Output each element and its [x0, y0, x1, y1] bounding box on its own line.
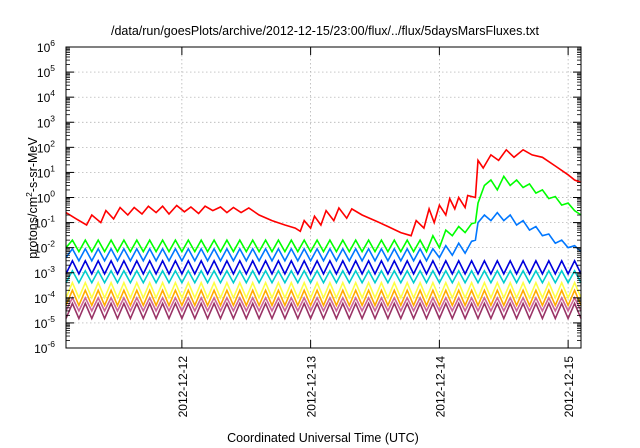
y-tick-exponent: 0 [50, 189, 55, 199]
series-line-9 [65, 301, 582, 321]
y-tick-base: 10 [34, 217, 48, 231]
series-line-1 [65, 148, 582, 237]
y-tick-label: 106 [37, 38, 55, 55]
y-tick-label: 10-2 [34, 239, 55, 256]
y-axis-label-main: protons/cm [26, 197, 40, 259]
y-tick-label: 10-1 [34, 214, 55, 231]
x-tick-labels: 2012-12-12 2012-12-13 2012-12-14 2012-12-15 [176, 356, 576, 418]
series-line-8 [65, 295, 582, 313]
y-axis-label-sup: 2 [24, 192, 34, 197]
y-tick-label: 10-3 [34, 264, 55, 281]
y-tick-exponent: -4 [47, 289, 55, 299]
y-tick-label: 100 [37, 189, 55, 206]
y-tick-label: 103 [37, 113, 55, 130]
y-tick-exponent: 5 [50, 63, 55, 73]
y-tick-exponent: -1 [47, 214, 55, 224]
series-line-7 [65, 288, 582, 308]
y-tick-exponent: 2 [50, 138, 55, 148]
y-tick-base: 10 [37, 66, 51, 80]
y-tick-exponent: -3 [47, 264, 55, 274]
y-tick-label: 104 [37, 88, 55, 105]
y-tick-base: 10 [37, 141, 51, 155]
y-tick-base: 10 [37, 116, 51, 130]
y-tick-label: 10-4 [34, 289, 55, 306]
y-tick-base: 10 [37, 91, 51, 105]
series-line-2 [65, 174, 582, 254]
series-line-5 [65, 269, 582, 285]
y-tick-label: 10-5 [34, 314, 55, 331]
grid [66, 47, 581, 348]
series-line-4 [65, 258, 582, 276]
x-tick-label: 2012-12-13 [305, 356, 319, 418]
y-tick-base: 10 [37, 192, 51, 206]
series-line-6 [65, 280, 582, 300]
y-tick-exponent: 4 [50, 88, 55, 98]
y-tick-exponent: -5 [47, 314, 55, 324]
x-tick-label: 2012-12-14 [433, 356, 447, 418]
series-group [65, 148, 582, 321]
y-axis-label-tail: -s-sr-MeV [26, 137, 40, 193]
y-tick-exponent: 3 [50, 113, 55, 123]
y-tick-base: 10 [34, 242, 48, 256]
y-axis-label: protons/cm2-s-sr-MeV [24, 137, 40, 259]
y-tick-label: 101 [37, 163, 55, 180]
y-tick-base: 10 [34, 342, 48, 356]
y-tick-label: 102 [37, 138, 55, 155]
y-tick-base: 10 [34, 292, 48, 306]
y-tick-label: 10-6 [34, 339, 55, 356]
y-tick-base: 10 [34, 267, 48, 281]
y-tick-base: 10 [34, 317, 48, 331]
y-tick-exponent: 6 [50, 38, 55, 48]
x-axis-label: Coordinated Universal Time (UTC) [227, 431, 419, 445]
y-tick-exponent: -2 [47, 239, 55, 249]
y-tick-label: 105 [37, 63, 55, 80]
ticks [66, 46, 581, 349]
y-tick-exponent: -6 [47, 339, 55, 349]
y-tick-labels: 10-610-510-410-310-210-11001011021031041… [34, 38, 55, 356]
chart-title: /data/run/goesPlots/archive/2012-12-15/2… [111, 24, 540, 38]
x-tick-label: 2012-12-15 [562, 356, 576, 418]
y-tick-base: 10 [37, 166, 51, 180]
x-tick-label: 2012-12-12 [176, 356, 190, 418]
y-tick-exponent: 1 [50, 163, 55, 173]
y-tick-base: 10 [37, 41, 51, 55]
series-line-3 [65, 211, 582, 263]
